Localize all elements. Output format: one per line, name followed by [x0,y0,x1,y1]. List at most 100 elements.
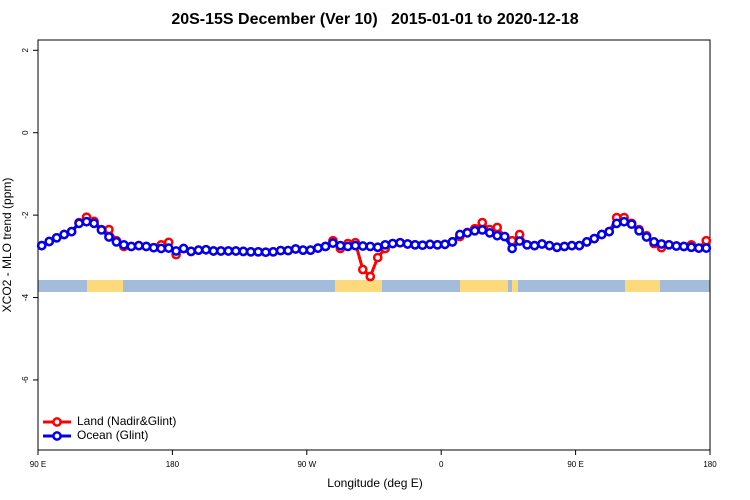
series-point [522,239,532,250]
series-point [417,240,428,251]
series-point [275,245,286,256]
series-point [604,226,615,237]
series-point [372,252,383,263]
y-tick-label: -4 [21,293,30,301]
series-point [574,240,585,251]
series-point [104,232,114,242]
chart-title: 20S-15S December (Ver 10) 2015-01-01 to … [171,11,578,28]
series-point [36,240,47,251]
y-tick-label: 0 [21,130,30,135]
series-point [335,240,346,251]
series-point [141,241,152,252]
series-point [365,271,376,282]
x-tick-label: 180 [703,460,717,469]
series-point [216,246,226,256]
series-point [469,225,480,236]
legend-label: Land (Nadir&Glint) [77,414,176,428]
series-point [537,239,547,249]
series-point [477,225,488,235]
land-strip [87,280,123,292]
series-point [395,237,405,248]
series-point [529,240,540,251]
series-point [440,239,450,250]
series-point [365,241,376,252]
legend-marker [52,431,62,441]
series-point [552,242,562,253]
series-point [59,229,69,240]
series-point [634,225,644,236]
series-point [133,240,144,251]
series-point [619,216,629,227]
series-point [186,246,196,257]
series-point [126,241,137,252]
series-point [455,229,465,240]
series-point [693,243,704,253]
series-point [305,245,316,256]
series-point [492,222,503,233]
series-point [231,246,241,256]
series-point [163,243,174,253]
series-point [462,227,473,238]
series-point [253,246,264,257]
series-point [410,239,420,250]
series-point [679,241,689,252]
land-strip [460,280,508,292]
series-point [567,240,577,251]
x-tick-label: 90 W [297,460,316,469]
series-point [104,224,114,235]
x-tick-label: 90 E [30,460,46,469]
x-tick-label: 0 [439,460,444,469]
series-point [178,243,189,254]
x-tick-label: 90 E [567,460,583,469]
series-point [111,237,122,247]
series-point [51,232,62,243]
series-point [119,239,129,250]
series-point [44,236,55,247]
legend-label: Ocean (Glint) [77,428,148,442]
series-point [447,237,458,247]
series-point [581,237,592,247]
y-tick-label: -2 [21,211,30,219]
series-point [387,238,398,249]
series-point [641,232,652,242]
series-point [484,227,495,238]
series-point [245,246,256,257]
series-point [372,242,383,253]
series-point [380,239,391,250]
series-point [343,241,353,252]
series-point [425,239,435,250]
series-point [357,241,368,251]
series-point [507,243,517,254]
series-point [477,217,488,228]
series-point [544,240,555,251]
surface-strip [38,280,710,292]
series-point [81,216,92,227]
series-point [701,243,712,253]
series-point [596,229,607,240]
series-point [626,219,637,230]
series-point [611,218,622,229]
y-tick-label: -6 [21,376,30,384]
series-point [201,244,211,255]
land-strip [335,280,382,292]
series-point [238,246,249,257]
series-point [208,246,219,256]
series-point [171,246,181,256]
series-point [499,231,510,242]
series-point [686,242,697,253]
series-point [514,236,525,246]
series-point [66,226,77,237]
series-point [649,237,659,247]
series-point [96,225,107,235]
series-point [357,264,368,275]
series-point [290,244,301,254]
series-point [492,230,503,241]
series-point [701,235,712,246]
series-point [559,241,570,252]
series-point [313,243,323,253]
series-point [260,247,271,258]
series-point [268,246,279,257]
land-strip [512,280,518,292]
land-strip [625,280,660,292]
series-point [223,246,234,256]
